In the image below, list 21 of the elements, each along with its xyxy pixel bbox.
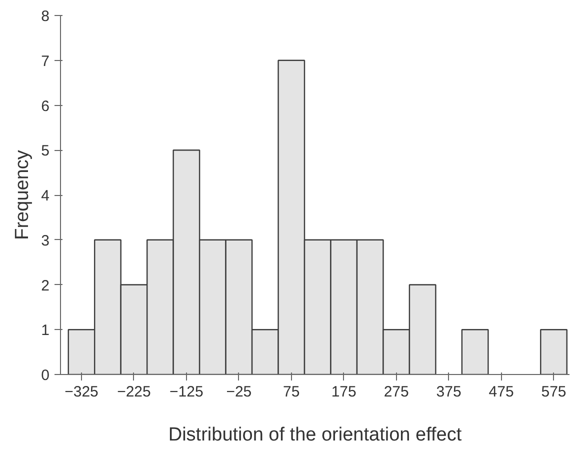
x-tick-label: 575 bbox=[541, 384, 566, 400]
y-tick-label: 3 bbox=[41, 232, 50, 250]
x-tick-label: −25 bbox=[226, 384, 252, 400]
x-tick-label: 275 bbox=[384, 384, 409, 400]
y-tick-label: 2 bbox=[41, 277, 50, 294]
x-tick-label: −225 bbox=[117, 384, 151, 400]
x-tick-label: 175 bbox=[331, 384, 356, 400]
y-tick-label: 6 bbox=[41, 98, 50, 115]
y-axis-title: Frequency bbox=[12, 150, 34, 240]
y-tick-label: 5 bbox=[41, 142, 50, 160]
y-tick-label: 7 bbox=[41, 52, 50, 70]
y-tick-label: 8 bbox=[41, 8, 50, 25]
x-tick-label: −125 bbox=[170, 384, 204, 400]
y-tick-label: 0 bbox=[41, 367, 50, 384]
x-tick-label: −325 bbox=[64, 384, 98, 400]
x-tick-label: 475 bbox=[488, 384, 514, 400]
x-tick-label: 375 bbox=[436, 384, 462, 400]
y-tick-label: 1 bbox=[41, 322, 50, 340]
x-tick-label: 75 bbox=[283, 384, 300, 400]
y-tick-label: 4 bbox=[41, 188, 50, 204]
x-axis-title: Distribution of the orientation effect bbox=[168, 424, 462, 446]
